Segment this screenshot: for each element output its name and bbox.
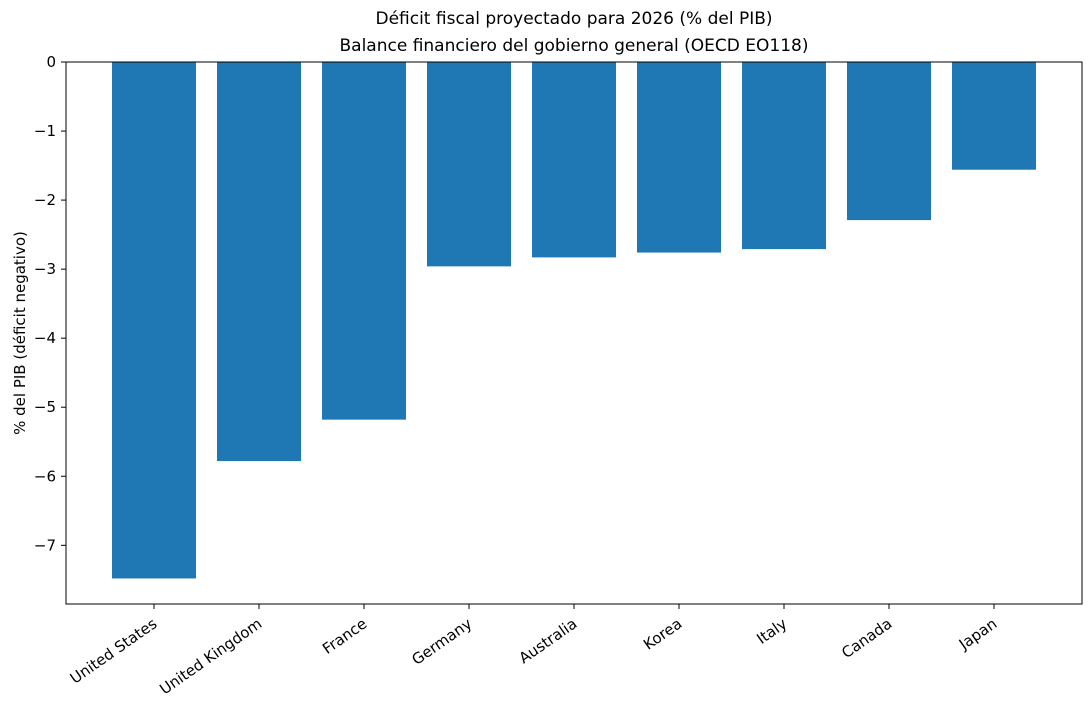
y-tick-label: −6 (34, 467, 56, 485)
bars-group (112, 62, 1036, 579)
chart-subtitle: Balance financiero del gobierno general … (340, 36, 809, 56)
bar-united-kingdom (217, 62, 301, 462)
x-tick-label-united-states: United States (67, 614, 161, 687)
x-tick-label-australia: Australia (516, 615, 581, 668)
x-tick-label-france: France (319, 615, 370, 658)
x-tick-label-canada: Canada (838, 615, 895, 662)
chart-title: Déficit fiscal proyectado para 2026 (% d… (375, 9, 772, 29)
y-axis: 0 −1 −2 −3 −4 −5 −6 −7 (34, 53, 66, 554)
bar-australia (532, 62, 616, 258)
y-axis-label: % del PIB (déficit negativo) (11, 231, 29, 435)
y-tick-label: 0 (46, 53, 56, 71)
x-tick-label-japan: Japan (955, 615, 1000, 654)
bar-canada (847, 62, 931, 221)
y-tick-label: −1 (34, 122, 56, 140)
y-tick-label: −7 (34, 536, 56, 554)
y-tick-label: −2 (34, 191, 56, 209)
bar-korea (637, 62, 721, 253)
x-tick-label-italy: Italy (753, 614, 790, 647)
y-tick-label: −4 (34, 329, 56, 347)
bar-italy (742, 62, 826, 250)
bar-france (322, 62, 406, 420)
bar-germany (427, 62, 511, 267)
x-tick-label-korea: Korea (640, 615, 685, 654)
bar-united-states (112, 62, 196, 579)
x-tick-label-united-kingdom: United Kingdom (156, 615, 265, 699)
y-tick-label: −3 (34, 260, 56, 278)
bar-japan (952, 62, 1036, 170)
y-tick-label: −5 (34, 398, 56, 416)
x-tick-label-germany: Germany (408, 614, 475, 668)
